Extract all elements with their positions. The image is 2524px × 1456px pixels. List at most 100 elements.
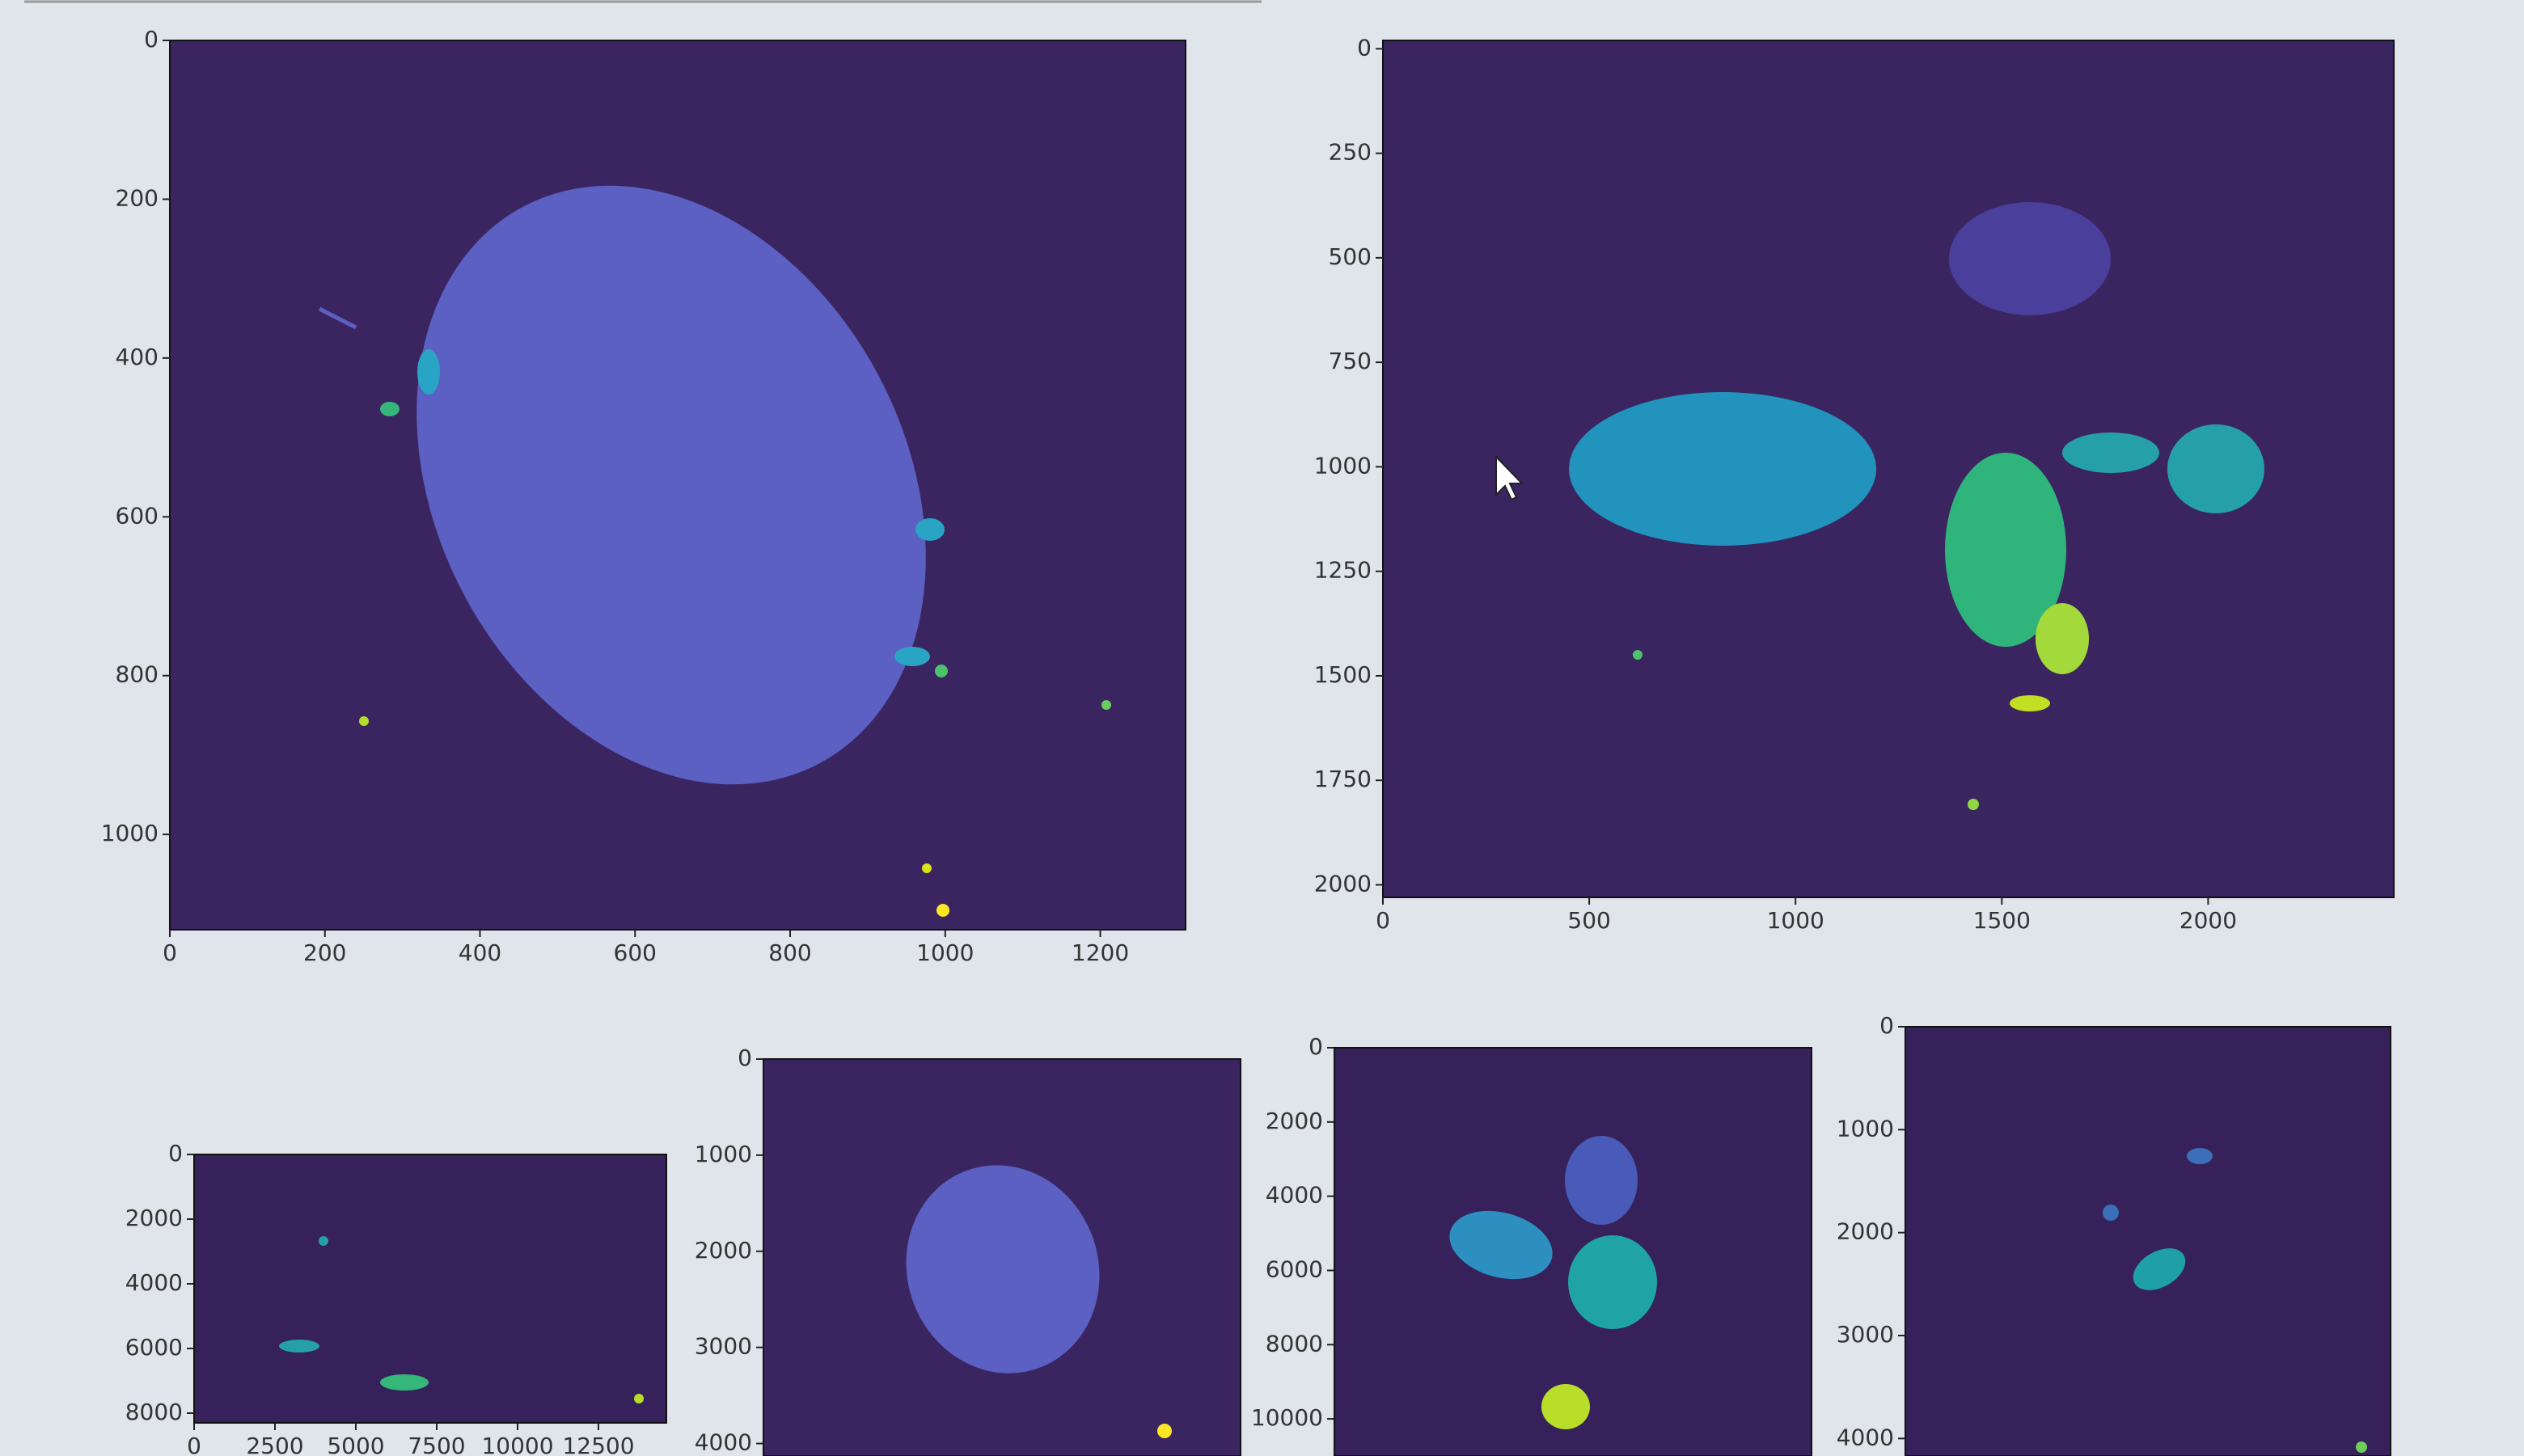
x-tick-label: 0 xyxy=(163,939,177,966)
x-tick-label: 800 xyxy=(768,939,811,966)
x-tick-label: 200 xyxy=(303,939,346,966)
x-tick-label: 12500 xyxy=(562,1433,634,1456)
y-tick-label: 4000 xyxy=(1837,1424,1894,1450)
blob xyxy=(894,647,930,666)
y-tick-label: 0 xyxy=(1309,1033,1323,1060)
blob xyxy=(1565,1136,1638,1225)
y-tick-label: 400 xyxy=(116,344,159,370)
y-tick-label: 200 xyxy=(116,184,159,211)
y-tick-label: 1250 xyxy=(1314,557,1372,584)
y-tick-label: 4000 xyxy=(125,1269,183,1296)
blob xyxy=(1945,453,2066,647)
blob xyxy=(380,1374,429,1391)
mouse-cursor xyxy=(1495,454,1524,501)
y-tick-label: 0 xyxy=(168,1140,183,1167)
y-tick-label: 500 xyxy=(1329,243,1372,270)
y-tick-label: 0 xyxy=(1357,34,1372,61)
x-tick-label: 1200 xyxy=(1072,939,1129,966)
y-tick-label: 1000 xyxy=(1314,452,1372,479)
blob xyxy=(417,349,440,395)
blob xyxy=(2167,424,2264,513)
y-tick-label: 6000 xyxy=(1266,1256,1323,1282)
blob xyxy=(319,1236,328,1246)
x-tick-label: 1000 xyxy=(1767,907,1824,934)
blob xyxy=(935,665,948,677)
y-tick-label: 2000 xyxy=(1314,870,1372,897)
blob xyxy=(359,716,369,726)
y-tick-label: 0 xyxy=(738,1045,752,1071)
y-tick-label: 2000 xyxy=(695,1237,752,1264)
y-tick-label: 1000 xyxy=(101,820,159,846)
x-tick-label: 0 xyxy=(1376,907,1390,934)
x-tick-label: 7500 xyxy=(408,1433,465,1456)
blob xyxy=(936,904,949,917)
y-tick-label: 0 xyxy=(1879,1012,1894,1039)
image-area xyxy=(194,1154,666,1423)
x-tick-label: 1000 xyxy=(916,939,974,966)
x-tick-label: 400 xyxy=(459,939,501,966)
axes-frame xyxy=(1382,40,2395,898)
y-tick-label: 1750 xyxy=(1314,766,1372,792)
axes-frame xyxy=(1334,1047,1812,1456)
y-tick-label: 4000 xyxy=(695,1429,752,1456)
axes-frame xyxy=(763,1058,1241,1456)
blob xyxy=(1968,799,1979,810)
y-tick-label: 1000 xyxy=(695,1141,752,1167)
blob xyxy=(1949,202,2111,315)
x-tick-label: 10000 xyxy=(481,1433,553,1456)
blob xyxy=(318,306,357,330)
blob xyxy=(915,518,945,541)
y-tick-label: 2000 xyxy=(125,1205,183,1231)
x-tick-label: 0 xyxy=(187,1433,201,1456)
y-tick-label: 1000 xyxy=(1837,1115,1894,1142)
y-tick-label: 6000 xyxy=(125,1334,183,1361)
y-tick-label: 4000 xyxy=(1266,1182,1323,1209)
y-tick-label: 8000 xyxy=(1266,1330,1323,1357)
blob xyxy=(279,1340,319,1353)
blob xyxy=(1541,1384,1590,1429)
y-tick-label: 2000 xyxy=(1266,1108,1323,1134)
blob xyxy=(1157,1424,1172,1438)
x-tick-label: 2500 xyxy=(246,1433,303,1456)
blob xyxy=(922,863,932,873)
image-content xyxy=(279,185,2367,1453)
blob xyxy=(2356,1441,2367,1453)
y-tick-label: 250 xyxy=(1329,139,1372,166)
blob xyxy=(1568,1235,1657,1329)
blob xyxy=(2036,603,2089,674)
x-tick-label: 2000 xyxy=(2179,907,2237,934)
blob xyxy=(416,185,926,785)
y-tick-label: 2000 xyxy=(1837,1218,1894,1245)
blob xyxy=(2187,1148,2213,1164)
blob xyxy=(1449,1210,1553,1280)
y-tick-label: 750 xyxy=(1329,348,1372,374)
y-tick-label: 10000 xyxy=(1251,1404,1323,1431)
y-tick-label: 8000 xyxy=(125,1399,183,1425)
axes-frame xyxy=(169,40,1186,931)
blob xyxy=(1633,650,1643,660)
x-tick-label: 600 xyxy=(614,939,657,966)
blob xyxy=(1569,392,1876,546)
image-area xyxy=(1905,1027,2391,1456)
blob xyxy=(2133,1248,2186,1290)
x-tick-label: 500 xyxy=(1567,907,1610,934)
blob xyxy=(906,1165,1100,1374)
blob xyxy=(2103,1205,2119,1221)
blob xyxy=(1101,700,1111,710)
y-tick-label: 1500 xyxy=(1314,661,1372,688)
y-tick-label: 800 xyxy=(116,661,159,688)
y-tick-label: 0 xyxy=(144,26,159,53)
blob xyxy=(634,1394,644,1403)
y-tick-label: 3000 xyxy=(1837,1321,1894,1348)
blob xyxy=(380,402,400,416)
axes-frame xyxy=(193,1154,667,1424)
y-tick-label: 600 xyxy=(116,502,159,529)
y-tick-label: 3000 xyxy=(695,1333,752,1360)
axes-frame xyxy=(1905,1026,2391,1456)
blob xyxy=(2062,433,2159,473)
x-tick-label: 5000 xyxy=(327,1433,384,1456)
x-tick-label: 1500 xyxy=(1973,907,2031,934)
blob xyxy=(2010,695,2050,711)
